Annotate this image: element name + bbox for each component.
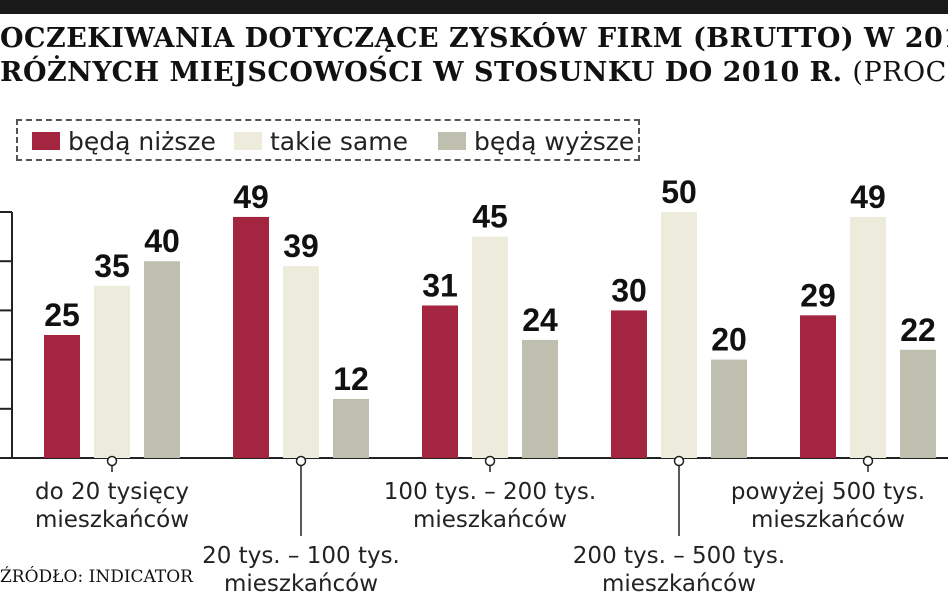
bar-higher (144, 261, 180, 458)
category-label-line: 100 tys. – 200 tys. (383, 479, 597, 505)
data-label: 22 (900, 312, 936, 348)
legend-swatch-lower (32, 132, 60, 150)
data-label: 40 (144, 223, 180, 259)
category-label-line: do 20 tysięcy (35, 479, 189, 505)
legend-label-higher: będą wyższe (474, 126, 635, 156)
bar-same (94, 285, 130, 458)
category-label-line: mieszkańców (223, 571, 379, 597)
bar-higher (711, 359, 747, 458)
data-label: 35 (94, 248, 130, 284)
connector-dot (484, 455, 496, 467)
category-label-line: 200 tys. – 500 tys. (572, 543, 786, 569)
data-label: 45 (472, 199, 508, 235)
bar-lower (800, 315, 836, 458)
connector-dot (295, 455, 307, 467)
data-label: 24 (522, 302, 558, 338)
data-label: 49 (850, 179, 886, 215)
category-label: do 20 tysięcy mieszkańców (0, 478, 232, 534)
bar-same (850, 216, 886, 458)
data-label: 39 (283, 228, 319, 264)
legend-swatch-same (234, 132, 262, 150)
legend-label-same: takie same (270, 126, 408, 156)
category-label: 100 tys. – 200 tys. mieszkańców (370, 478, 610, 534)
category-label-line: mieszkańców (34, 507, 190, 533)
bar-lower (233, 216, 269, 458)
bar-higher (522, 339, 558, 458)
data-label: 31 (422, 267, 458, 303)
bar-lower (44, 335, 80, 458)
category-label-line: mieszkańców (601, 571, 757, 597)
connector-dot (106, 455, 118, 467)
legend-swatch-higher (438, 132, 466, 150)
data-label: 30 (611, 272, 647, 308)
legend-item-lower: będą niższe (32, 126, 216, 156)
bar-higher (900, 349, 936, 458)
data-label: 49 (233, 179, 269, 215)
category-label-line: powyżej 500 tys. (730, 479, 926, 505)
data-label: 20 (711, 322, 747, 358)
category-label-line: mieszkańców (750, 507, 906, 533)
bar-lower (611, 310, 647, 458)
connector-dot (862, 455, 874, 467)
source-note: ŹRÓDŁO: INDICATOR (0, 567, 193, 587)
data-label: 25 (44, 297, 80, 333)
category-label: powyżej 500 tys. mieszkańców (708, 478, 948, 534)
bar-same (472, 236, 508, 458)
legend: będą niższe takie same będą wyższe (16, 119, 640, 161)
category-label: 20 tys. – 100 tys. mieszkańców (181, 542, 421, 598)
bar-lower (422, 305, 458, 458)
top-bar (0, 0, 948, 14)
title-line-1: OCZEKIWANIA DOTYCZĄCE ZYSKÓW FIRM (BRUTT… (0, 23, 948, 54)
connector-dot (673, 455, 685, 467)
title-line-2-text: RÓŻNYCH MIEJSCOWOŚCI W STOSUNKU DO 2010 … (0, 57, 843, 88)
data-label: 50 (661, 174, 697, 210)
chart-title: OCZEKIWANIA DOTYCZĄCE ZYSKÓW FIRM (BRUTT… (0, 22, 948, 90)
category-label-line: mieszkańców (412, 507, 568, 533)
category-label: 200 tys. – 500 tys. mieszkańców (559, 542, 799, 598)
bar-same (283, 266, 319, 458)
legend-item-higher: będą wyższe (438, 126, 635, 156)
bar-higher (333, 398, 369, 458)
legend-item-same: takie same (234, 126, 408, 156)
data-label: 29 (800, 277, 836, 313)
title-unit: (PROC.) (852, 57, 948, 88)
category-label-line: 20 tys. – 100 tys. (202, 543, 400, 569)
legend-label-lower: będą niższe (68, 126, 216, 156)
data-label: 12 (333, 361, 369, 397)
bar-same (661, 212, 697, 458)
title-line-2: RÓŻNYCH MIEJSCOWOŚCI W STOSUNKU DO 2010 … (0, 56, 948, 90)
